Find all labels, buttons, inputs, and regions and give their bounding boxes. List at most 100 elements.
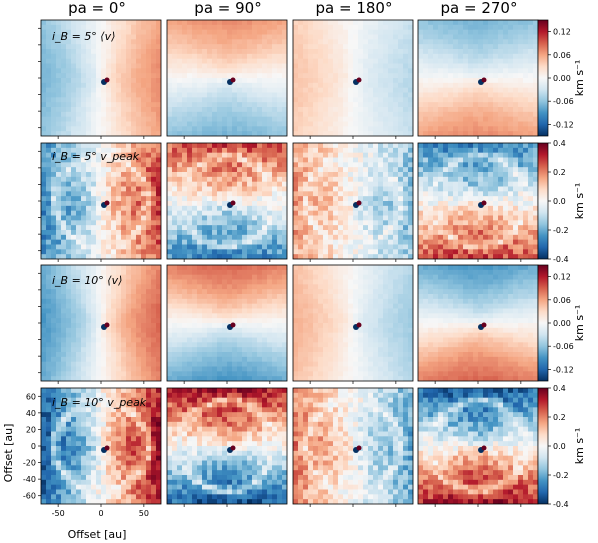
central-source-red [481, 445, 487, 451]
panel-r2-c3 [417, 264, 539, 384]
central-source-red [481, 77, 487, 83]
panel-r1-c2 [292, 142, 414, 262]
column-title-2: pa = 180° [316, 0, 393, 17]
colorbar-scale [537, 142, 549, 260]
x-tick-label: 50 [139, 509, 149, 518]
central-source-red [230, 445, 236, 451]
panel-r0-c3 [417, 19, 539, 139]
y-tick-label: 60 [26, 392, 36, 401]
central-source-red [230, 200, 236, 206]
panel-r0-c1 [166, 19, 288, 139]
central-source-red [230, 322, 236, 328]
colorbar-label: km s⁻¹ [573, 183, 586, 220]
central-source-red [104, 200, 110, 206]
colorbars: 0.12 0.06 0.00 -0.06 -0.12 km s⁻¹ 0.4 0.2 0.0 -0.… [537, 19, 586, 509]
velocity-map [293, 388, 413, 504]
colorbar-tick-label: 0.2 [553, 168, 566, 177]
colorbar-scale [537, 264, 549, 382]
axes-labels: -50 0 50 60 40 20 0 -20 -40 -60 [23, 392, 149, 518]
colorbar-tick-label: 0.06 [553, 51, 571, 60]
velocity-map [293, 20, 413, 136]
panel-r0-c2 [292, 19, 414, 139]
colorbar-tick-label: 0.12 [553, 273, 571, 282]
colorbar-label: km s⁻¹ [573, 305, 586, 342]
velocity-map [41, 388, 161, 504]
colorbar-scale [537, 19, 549, 137]
panel-r2-c0 [38, 264, 162, 384]
central-source-red [230, 77, 236, 83]
velocity-map [41, 143, 161, 259]
central-source-red [356, 77, 362, 83]
y-tick-label: -40 [23, 475, 36, 484]
y-tick-label: 20 [26, 425, 36, 434]
colorbar-row-3: 0.4 0.2 0.0 -0.2 -0.4 km s⁻¹ [537, 384, 586, 509]
colorbar-tick-label: -0.12 [553, 120, 574, 129]
y-tick-label: 0 [31, 442, 36, 451]
colorbar-tick-label: 0.4 [553, 384, 566, 393]
colorbar-tick-label: 0.00 [553, 74, 571, 83]
velocity-map [167, 388, 287, 504]
column-title-3: pa = 270° [441, 0, 518, 17]
x-axis-label: Offset [au] [68, 528, 127, 541]
velocity-map [167, 143, 287, 259]
colorbar-tick-label: -0.4 [553, 255, 569, 264]
colorbar-tick-label: 0.00 [553, 319, 571, 328]
colorbar-tick-label: -0.06 [553, 97, 574, 106]
row-label-1: i_B = 5° v_peak [52, 150, 140, 163]
colorbar-label: km s⁻¹ [573, 60, 586, 97]
y-axis-label: Offset [au] [2, 424, 15, 483]
colorbar-tick-label: -0.2 [553, 471, 569, 480]
velocity-map [293, 265, 413, 381]
colorbar-tick-label: 0.0 [553, 442, 566, 451]
y-tick-label: -20 [23, 459, 36, 468]
y-tick-label: -60 [23, 492, 36, 501]
central-source-red [104, 322, 110, 328]
colorbar-row-2: 0.12 0.06 0.00 -0.06 -0.12 km s⁻¹ [537, 264, 586, 382]
velocity-map [41, 265, 161, 381]
column-title-0: pa = 0° [68, 0, 126, 17]
central-source-red [481, 200, 487, 206]
colorbar-tick-label: -0.12 [553, 365, 574, 374]
colorbar-tick-label: -0.06 [553, 342, 574, 351]
panel-r3-c0 [38, 387, 162, 507]
x-tick-label: 0 [98, 509, 103, 518]
velocity-map [167, 265, 287, 381]
velocity-map [418, 265, 538, 381]
central-source-red [481, 322, 487, 328]
panel-r1-c0 [38, 142, 162, 262]
central-source-red [104, 77, 110, 83]
row-label-0: i_B = 5° ⟨v⟩ [52, 30, 115, 43]
colorbar-label: km s⁻¹ [573, 428, 586, 465]
velocity-map [418, 20, 538, 136]
colorbar-tick-label: 0.06 [553, 296, 571, 305]
colorbar-tick-label: -0.4 [553, 500, 569, 509]
central-source-red [356, 445, 362, 451]
colorbar-tick-label: 0.4 [553, 139, 566, 148]
colorbar-scale [537, 387, 549, 505]
panel-r3-c1 [166, 387, 288, 507]
panel-r3-c2 [292, 387, 414, 507]
colorbar-tick-label: -0.2 [553, 226, 569, 235]
colorbar-row-0: 0.12 0.06 0.00 -0.06 -0.12 km s⁻¹ [537, 19, 586, 137]
panel-grid [38, 19, 539, 507]
velocity-map [167, 20, 287, 136]
velocity-map [418, 143, 538, 259]
colorbar-tick-label: 0.2 [553, 413, 566, 422]
x-tick-label: -50 [52, 509, 65, 518]
panel-r0-c0 [38, 19, 162, 139]
panel-r2-c1 [166, 264, 288, 384]
colorbar-tick-label: 0.12 [553, 28, 571, 37]
velocity-map [293, 143, 413, 259]
central-source-red [356, 322, 362, 328]
central-source-red [356, 200, 362, 206]
y-tick-label: 40 [26, 409, 36, 418]
central-source-red [104, 445, 110, 451]
panel-r1-c1 [166, 142, 288, 262]
row-label-2: i_B = 10° ⟨v⟩ [52, 274, 122, 287]
colorbar-row-1: 0.4 0.2 0.0 -0.2 -0.4 km s⁻¹ [537, 139, 586, 264]
column-title-1: pa = 90° [194, 0, 261, 17]
panel-r1-c3 [417, 142, 539, 262]
velocity-map [418, 388, 538, 504]
panel-r2-c2 [292, 264, 414, 384]
